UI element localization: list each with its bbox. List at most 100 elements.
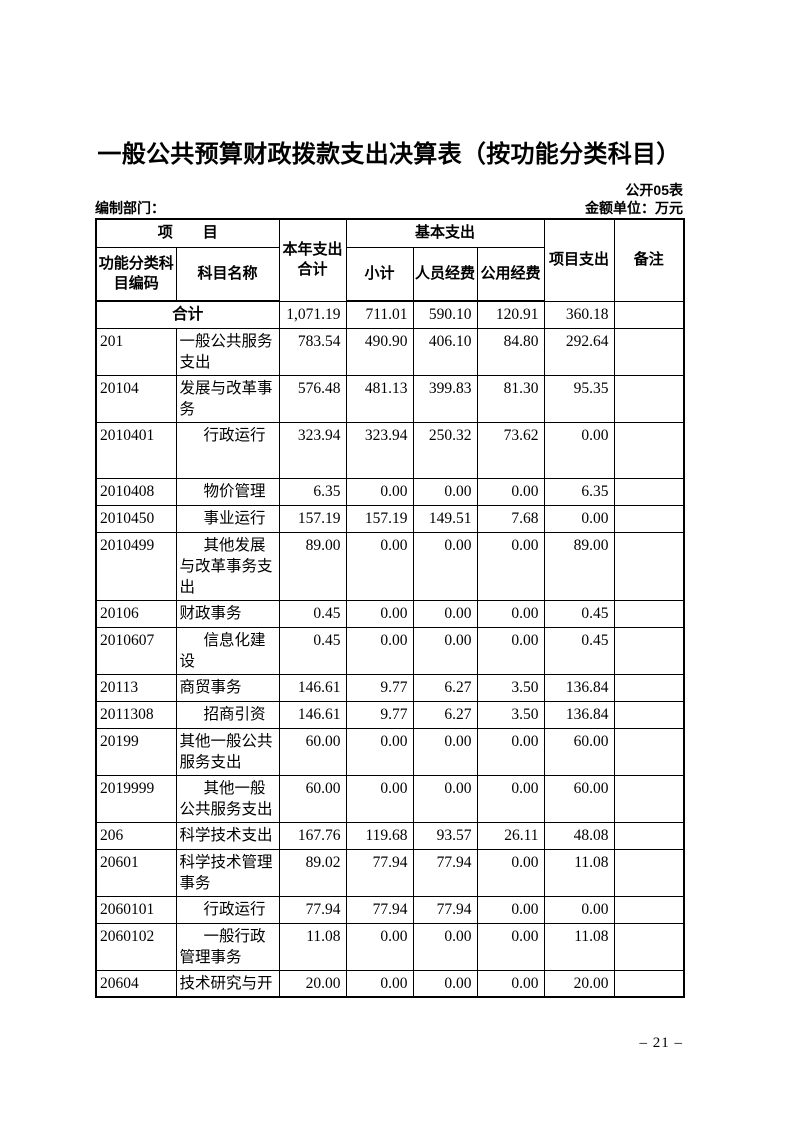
value-cell: 89.00 [543,531,615,601]
value-cell: 250.32 [412,421,478,479]
value-cell: 6.35 [278,477,347,506]
value-cell: 81.30 [476,374,545,423]
value-cell: 136.84 [543,673,615,702]
code-cell: 2011308 [95,700,177,729]
remark-cell [613,774,685,823]
table-row: 201 一般公共服务支出 783.54 490.90 406.10 84.80 292.64 [95,327,685,376]
expenditure-table: 项 目 本年支出合计 基本支出 项目支出 备注 功能分类科目编码 科目名称 小计… [95,218,686,998]
value-cell: 6.35 [543,477,615,506]
header-basic-group: 基本支出 [345,218,545,248]
name-cell: 信息化建设 [175,626,280,675]
name-cell: 物价管理 [175,477,280,506]
value-cell: 77.94 [412,848,478,897]
table-row: 20106 财政事务 0.45 0.00 0.00 0.00 0.45 [95,599,685,628]
total-value-cell: 120.91 [476,300,545,329]
code-cell: 2010408 [95,477,177,506]
table-row: 20601 科学技术管理事务 89.02 77.94 77.94 0.00 11.08 [95,848,685,897]
value-cell: 0.00 [345,531,414,601]
table-row: 2010408 物价管理 6.35 0.00 0.00 0.00 6.35 [95,477,685,506]
remark-cell [613,599,685,628]
remark-cell [613,821,685,850]
header-project-expense: 项目支出 [543,218,615,302]
value-cell: 0.00 [345,727,414,776]
value-cell: 406.10 [412,327,478,376]
value-cell: 77.94 [412,895,478,924]
value-cell: 6.27 [412,673,478,702]
remark-cell [613,504,685,533]
value-cell: 399.83 [412,374,478,423]
code-cell: 2010401 [95,421,177,479]
table-row: 20113 商贸事务 146.61 9.77 6.27 3.50 136.84 [95,673,685,702]
code-cell: 2060101 [95,895,177,924]
value-cell: 0.00 [412,774,478,823]
value-cell: 6.27 [412,700,478,729]
table-row: 2010607 信息化建设 0.45 0.00 0.00 0.00 0.45 [95,626,685,675]
value-cell: 93.57 [412,821,478,850]
table-code-label: 公开05表 [625,182,683,198]
total-value-cell: 711.01 [345,300,414,329]
code-cell: 2010607 [95,626,177,675]
value-cell: 0.00 [543,421,615,479]
value-cell: 26.11 [476,821,545,850]
value-cell: 119.68 [345,821,414,850]
value-cell: 0.45 [543,599,615,628]
table-row: 2060102 一般行政管理事务 11.08 0.00 0.00 0.00 11.08 [95,922,685,971]
value-cell: 0.00 [476,969,545,998]
name-cell: 一般公共服务支出 [175,327,280,376]
name-cell: 科学技术支出 [175,821,280,850]
value-cell: 77.94 [278,895,347,924]
value-cell: 0.00 [412,626,478,675]
value-cell: 73.62 [476,421,545,479]
value-cell: 0.00 [345,969,414,998]
table-row: 2010450 事业运行 157.19 157.19 149.51 7.68 0.00 [95,504,685,533]
table-row: 2060101 行政运行 77.94 77.94 77.94 0.00 0.00 [95,895,685,924]
value-cell: 323.94 [345,421,414,479]
remark-cell [613,626,685,675]
value-cell: 11.08 [543,922,615,971]
value-cell: 0.00 [345,626,414,675]
value-cell: 0.00 [543,895,615,924]
remark-cell [613,421,685,479]
name-cell: 其他一般公共服务支出 [175,727,280,776]
remark-cell [613,673,685,702]
value-cell: 783.54 [278,327,347,376]
value-cell: 0.00 [345,477,414,506]
name-cell: 事业运行 [175,504,280,533]
code-cell: 20113 [95,673,177,702]
header-row-2: 功能分类科目编码 科目名称 小计 人员经费 公用经费 [95,246,684,302]
value-cell: 0.00 [476,531,545,601]
value-cell: 0.00 [412,531,478,601]
header-public-expense: 公用经费 [476,246,545,302]
remark-cell [613,531,685,601]
value-cell: 89.02 [278,848,347,897]
table-row: 2010499 其他发展与改革事务支出 89.00 0.00 0.00 0.00 89.00 [95,531,685,601]
name-cell: 行政运行 [175,421,280,479]
value-cell: 323.94 [278,421,347,479]
header-subject-name: 科目名称 [175,246,280,302]
code-cell: 2010450 [95,504,177,533]
header-personnel-expense: 人员经费 [412,246,478,302]
value-cell: 0.00 [476,774,545,823]
value-cell: 11.08 [543,848,615,897]
value-cell: 157.19 [278,504,347,533]
value-cell: 0.00 [345,774,414,823]
value-cell: 9.77 [345,673,414,702]
value-cell: 0.00 [476,922,545,971]
value-cell: 48.08 [543,821,615,850]
value-cell: 9.77 [345,700,414,729]
table-row: 2019999 其他一般公共服务支出 60.00 0.00 0.00 0.00 60.00 [95,774,685,823]
value-cell: 146.61 [278,673,347,702]
value-cell: 0.00 [345,922,414,971]
value-cell: 60.00 [543,774,615,823]
value-cell: 0.00 [476,626,545,675]
value-cell: 89.00 [278,531,347,601]
code-cell: 20106 [95,599,177,628]
name-cell: 一般行政管理事务 [175,922,280,971]
value-cell: 0.00 [345,599,414,628]
total-label: 合计 [95,300,280,329]
value-cell: 0.00 [476,727,545,776]
value-cell: 3.50 [476,673,545,702]
code-cell: 206 [95,821,177,850]
unit-label: 金额单位：万元 [585,200,683,216]
